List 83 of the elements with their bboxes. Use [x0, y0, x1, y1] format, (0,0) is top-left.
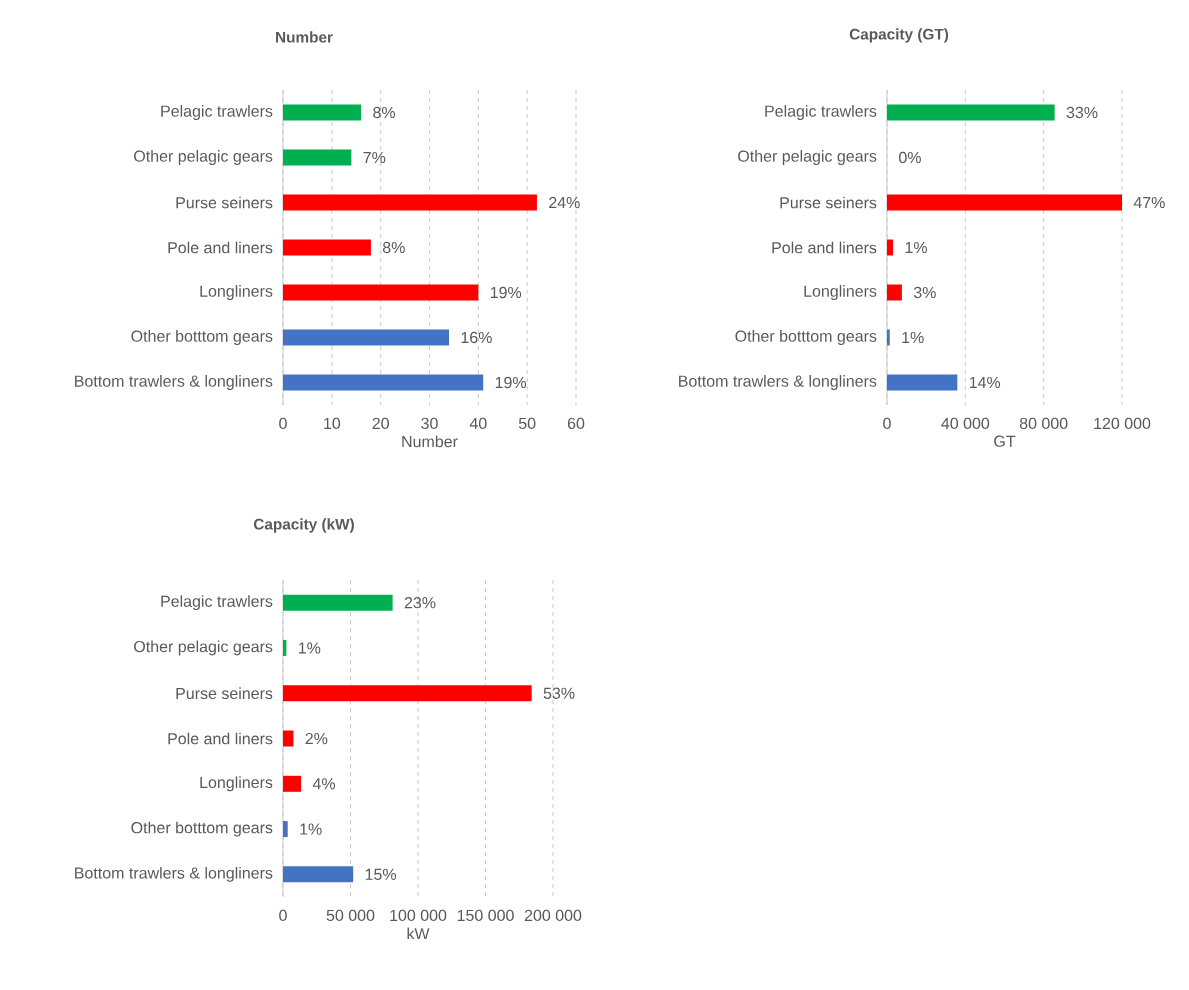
y-tick-label: Other pelagic gears	[134, 640, 273, 656]
bar	[283, 104, 362, 121]
chart-title: Number	[276, 31, 333, 43]
y-tick-label: Pole and liners	[772, 241, 877, 254]
annotation: 23%	[404, 597, 436, 609]
x-axis-title: GT	[994, 435, 1016, 447]
annotation: 0%	[899, 151, 921, 164]
y-tick-label: Longliners	[200, 285, 273, 300]
annotation: 1%	[298, 642, 321, 654]
bar	[283, 239, 371, 256]
x-tick-label: 60	[567, 417, 585, 430]
y-tick-label: Pole and liners	[168, 241, 273, 254]
bar	[283, 374, 484, 391]
x-tick-label: 40 000	[941, 417, 990, 430]
bar	[283, 730, 294, 747]
x-tick-label: 0	[279, 417, 287, 430]
bar	[283, 821, 288, 838]
annotation: 8%	[382, 241, 405, 254]
bar	[283, 149, 352, 166]
x-axis-title: kW	[407, 927, 430, 940]
bar	[283, 594, 393, 611]
x-tick-label: 120 000	[1094, 417, 1151, 430]
x-tick-label: 100 000	[390, 909, 447, 922]
bar	[887, 194, 1123, 211]
annotation: 7%	[363, 151, 386, 164]
x-tick-label: 200 000	[524, 909, 582, 922]
x-tick-label: 10	[324, 417, 341, 430]
y-tick-label: Other botttom gears	[131, 330, 273, 345]
y-tick-label: Pelagic trawlers	[161, 105, 273, 120]
annotation: 14%	[969, 376, 1001, 389]
annotation: 24%	[549, 196, 580, 209]
x-tick-label: 40	[469, 417, 487, 430]
annotation: 2%	[305, 732, 328, 745]
annotation: 33%	[1066, 106, 1098, 119]
bar	[283, 866, 354, 883]
annotation: 8%	[373, 106, 396, 119]
x-tick-label: 80 000	[1019, 417, 1068, 430]
y-tick-label: Bottom trawlers & longliners	[75, 866, 273, 882]
annotation: 3%	[913, 286, 936, 299]
annotation: 1%	[905, 241, 927, 254]
annotation: 1%	[300, 823, 322, 835]
x-tick-label: 150 000	[457, 909, 514, 922]
annotation: 4%	[312, 778, 336, 790]
y-tick-label: Bottom trawlers & longliners	[75, 375, 273, 390]
x-axis-title: Number	[402, 435, 458, 448]
bar	[283, 194, 537, 211]
annotation: 53%	[543, 687, 575, 699]
bar	[283, 329, 450, 346]
bar	[283, 775, 302, 792]
chart-title: Capacity (GT)	[849, 28, 949, 43]
annotation: 15%	[365, 868, 397, 880]
x-tick-label: 20	[372, 417, 389, 430]
bar	[887, 239, 894, 256]
y-tick-label: Pelagic trawlers	[161, 595, 273, 611]
x-tick-label: 0	[883, 417, 891, 430]
annotation: 19%	[490, 286, 522, 299]
y-tick-label: Purse seiners	[176, 196, 273, 209]
bar	[283, 685, 532, 702]
annotation: 16%	[461, 331, 492, 344]
y-tick-label: Purse seiners	[780, 196, 877, 209]
y-tick-label: Pelagic trawlers	[765, 105, 877, 120]
x-tick-label: 30	[421, 417, 438, 430]
y-tick-label: Longliners	[804, 285, 877, 300]
annotation: 19%	[495, 376, 527, 389]
y-tick-label: Other pelagic gears	[738, 150, 877, 165]
y-tick-label: Bottom trawlers & longliners	[679, 375, 877, 390]
y-tick-label: Longliners	[200, 776, 273, 792]
x-tick-label: 50	[518, 417, 536, 430]
y-tick-label: Other pelagic gears	[134, 150, 273, 165]
y-tick-label: Purse seiners	[176, 687, 273, 700]
bar	[887, 374, 958, 391]
y-tick-label: Other botttom gears	[131, 821, 273, 837]
bar	[887, 284, 902, 301]
bar	[887, 329, 890, 346]
y-tick-label: Pole and liners	[168, 732, 273, 745]
annotation: 47%	[1133, 196, 1165, 209]
bar	[887, 104, 1055, 121]
chart-title: Capacity (kW)	[253, 518, 354, 533]
x-tick-label: 0	[279, 909, 287, 922]
bar	[283, 284, 479, 301]
annotation: 1%	[902, 331, 924, 344]
y-tick-label: Other botttom gears	[735, 330, 877, 345]
x-tick-label: 50 000	[326, 909, 375, 922]
